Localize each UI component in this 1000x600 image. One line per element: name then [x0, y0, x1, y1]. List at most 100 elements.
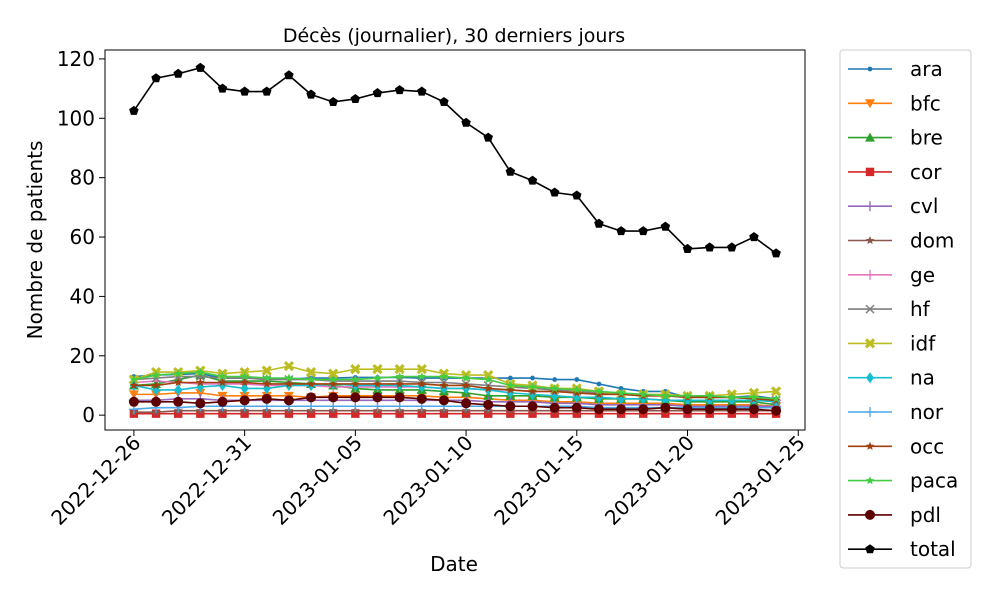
- legend-item-bre: bre: [848, 126, 943, 150]
- legend-label: cor: [910, 160, 942, 184]
- data-point-pdl: [173, 396, 184, 407]
- series-pdl: [128, 392, 782, 416]
- data-point-total: [749, 232, 759, 242]
- data-point-total: [195, 62, 206, 72]
- data-point-na: [174, 384, 183, 396]
- data-point-idf: [372, 364, 383, 375]
- data-point-cor: [262, 409, 271, 418]
- data-point-nor: [372, 401, 383, 412]
- data-point-cor: [461, 409, 471, 418]
- data-point-occ: [439, 380, 449, 390]
- data-point-bfc: [195, 388, 206, 398]
- data-point-occ: [572, 388, 582, 397]
- legend-item-total: total: [848, 537, 956, 561]
- data-point-pdl: [217, 396, 228, 407]
- data-point-paca: [727, 392, 737, 401]
- data-point-occ: [284, 379, 294, 388]
- data-point-total: [483, 132, 493, 142]
- data-point-cor: [506, 409, 515, 418]
- data-point-paca: [616, 388, 626, 397]
- data-point-pdl: [306, 392, 317, 403]
- data-point-cor: [284, 409, 294, 418]
- data-point-occ: [328, 379, 338, 388]
- data-point-pdl: [726, 404, 737, 415]
- data-point-total: [771, 248, 781, 258]
- legend-label: occ: [910, 434, 944, 458]
- data-point-occ: [218, 378, 227, 387]
- data-point-nor: [328, 401, 339, 412]
- legend-item-na: na: [848, 366, 935, 390]
- data-point-paca: [328, 375, 338, 384]
- legend-item-occ: occ: [848, 434, 944, 458]
- data-point-total: [682, 243, 693, 253]
- data-point-paca: [749, 392, 759, 401]
- data-point-pdl: [771, 405, 782, 416]
- data-point-total: [417, 86, 427, 96]
- data-point-occ: [196, 378, 205, 387]
- data-point-paca: [705, 391, 714, 400]
- data-point-total: [505, 166, 516, 176]
- legend-item-cor: cor: [848, 160, 942, 184]
- data-point-idf: [770, 386, 782, 397]
- data-point-total: [660, 221, 671, 231]
- data-point-occ: [506, 385, 515, 394]
- legend-item-ara: ara: [848, 57, 943, 81]
- data-point-total: [284, 70, 294, 80]
- legend-label: hf: [910, 297, 931, 321]
- data-point-cor: [484, 409, 493, 418]
- x-tick-label: 2022-12-26: [46, 431, 145, 530]
- y-tick-label: 40: [70, 284, 95, 308]
- legend-label: nor: [910, 400, 944, 424]
- data-point-cor: [329, 409, 338, 418]
- data-point-pdl: [261, 393, 272, 404]
- legend-marker: [865, 201, 875, 212]
- data-point-paca: [351, 375, 360, 384]
- data-point-idf: [394, 364, 405, 375]
- y-tick-label: 60: [70, 225, 95, 249]
- x-tick-label: 2023-01-10: [378, 431, 477, 530]
- data-point-cor: [417, 409, 426, 418]
- data-point-occ: [151, 380, 161, 390]
- data-point-paca: [306, 375, 316, 384]
- data-point-cor: [550, 409, 559, 418]
- legend-item-pdl: pdl: [848, 503, 941, 527]
- data-point-total: [549, 187, 560, 197]
- data-point-nor: [306, 401, 317, 412]
- data-point-paca: [262, 373, 272, 382]
- legend-marker: [865, 167, 875, 177]
- data-point-occ: [417, 379, 427, 388]
- data-point-occ: [129, 380, 139, 390]
- data-point-occ: [173, 378, 183, 387]
- data-point-bfc: [128, 390, 139, 400]
- data-point-paca: [240, 372, 249, 381]
- data-point-total: [572, 190, 582, 200]
- data-point-ara: [507, 375, 513, 381]
- data-point-total: [372, 88, 383, 98]
- data-point-paca: [483, 375, 493, 384]
- x-tick-label: 2022-12-31: [157, 431, 256, 530]
- legend: ara bfc bre cor cvl dom ge hf idf na nor occ paca pdl…: [839, 49, 972, 569]
- data-point-pdl: [638, 404, 649, 415]
- legend-marker: [865, 132, 875, 142]
- legend-marker: [864, 338, 876, 349]
- legend-item-idf: idf: [848, 331, 936, 355]
- chart-title: Décès (journalier), 30 derniers jours: [283, 25, 625, 47]
- x-tick-label: 2023-01-15: [489, 431, 588, 530]
- data-point-paca: [528, 382, 537, 391]
- data-point-cor: [351, 409, 360, 418]
- legend-item-paca: paca: [848, 469, 958, 493]
- series-paca: [129, 367, 781, 403]
- data-point-paca: [129, 375, 139, 384]
- data-point-paca: [506, 380, 515, 390]
- data-point-pdl: [394, 392, 405, 403]
- data-point-total: [173, 68, 183, 78]
- legend-frame: [839, 49, 972, 569]
- y-tick-label: 80: [70, 166, 95, 190]
- data-point-pdl: [195, 398, 206, 409]
- data-point-total: [638, 226, 648, 236]
- data-point-paca: [550, 383, 559, 393]
- data-point-cor: [240, 409, 249, 418]
- legend-label: bfc: [910, 91, 941, 115]
